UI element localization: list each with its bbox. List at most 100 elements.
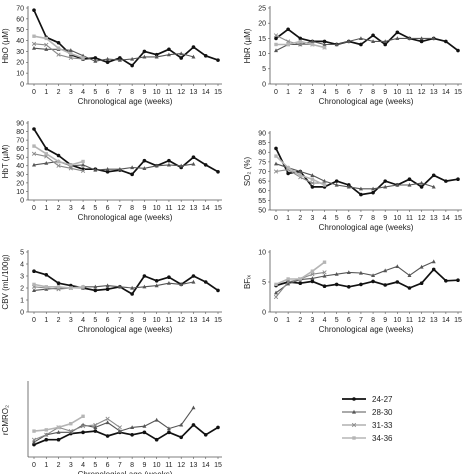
data-point-34-36	[32, 429, 36, 433]
series-31-33	[31, 41, 86, 62]
data-point-24-27	[167, 430, 171, 435]
x-tick-label: 9	[142, 462, 146, 469]
data-point-28-30	[142, 284, 147, 289]
x-tick-label: 8	[371, 89, 375, 96]
y-tick-label: 70	[258, 169, 266, 176]
series-line-24-27	[275, 268, 459, 289]
data-point-28-30	[286, 281, 291, 286]
data-point-28-30	[130, 425, 135, 429]
series-34-36	[274, 154, 327, 187]
data-point-24-27	[371, 279, 375, 284]
series-34-36	[32, 34, 85, 60]
x-tick-label: 1	[286, 89, 290, 96]
x-tick-label: 9	[142, 317, 146, 324]
y-tick-label: 25	[258, 5, 266, 12]
y-tick-label: 5	[262, 66, 266, 73]
x-tick-label: 6	[347, 215, 351, 222]
legend-marker-24-27	[352, 397, 356, 401]
y-tick-label: 0	[20, 309, 24, 316]
data-point-28-30	[32, 45, 36, 50]
data-point-28-30	[346, 184, 351, 189]
x-tick-label: 14	[202, 205, 210, 212]
data-point-24-27	[383, 179, 388, 183]
x-tick-label: 0	[32, 205, 36, 212]
x-tick-label: 15	[454, 317, 462, 324]
x-tick-label: 9	[383, 89, 387, 96]
x-tick-label: 15	[214, 205, 222, 212]
legend-label: 31-33	[372, 421, 393, 430]
series-24-27	[32, 423, 220, 447]
data-point-28-30	[142, 423, 147, 428]
data-point-28-30	[179, 163, 184, 168]
data-point-34-36	[44, 285, 48, 289]
x-tick-label: 12	[177, 317, 185, 324]
y-tick-label: 3	[20, 273, 24, 280]
legend: 24-27 28-30 31-33 34-36	[342, 395, 393, 443]
x-tick-label: 0	[274, 215, 278, 222]
x-tick-label: 14	[442, 317, 450, 324]
x-tick-label: 4	[323, 89, 327, 96]
data-point-28-30	[358, 270, 363, 275]
data-point-28-30	[32, 288, 36, 292]
data-point-24-27	[444, 39, 448, 44]
x-tick-label: 9	[383, 317, 387, 324]
data-point-24-27	[203, 280, 208, 284]
data-point-24-27	[179, 435, 183, 440]
y-axis-title: SO₂ (%)	[243, 157, 252, 187]
data-point-34-36	[32, 34, 36, 38]
data-point-24-27	[105, 287, 110, 292]
x-tick-label: 12	[418, 215, 426, 222]
data-point-28-30	[371, 273, 376, 277]
x-tick-label: 8	[130, 205, 134, 212]
x-tick-label: 6	[347, 317, 351, 324]
data-point-34-36	[69, 163, 73, 167]
series-line-28-30	[275, 163, 434, 190]
data-point-28-30	[191, 161, 196, 166]
data-point-24-27	[383, 283, 388, 287]
x-axis-title: Chronological age (weeks)	[78, 470, 173, 474]
x-axis-title: Chronological age (weeks)	[319, 97, 414, 106]
data-point-28-30	[154, 283, 159, 288]
y-tick-label: 0	[20, 197, 24, 204]
y-tick-label: 10	[16, 71, 24, 78]
x-tick-label: 5	[93, 462, 97, 469]
data-point-24-27	[203, 163, 208, 167]
data-point-28-30	[322, 273, 327, 278]
data-point-24-27	[371, 190, 375, 195]
data-point-28-30	[334, 182, 339, 187]
data-point-28-30	[395, 182, 400, 187]
x-tick-label: 1	[44, 205, 48, 212]
data-point-28-30	[371, 39, 376, 44]
x-tick-label: 10	[153, 89, 161, 96]
data-point-28-30	[142, 166, 147, 170]
data-point-31-33	[31, 151, 37, 156]
series-line-28-30	[33, 281, 194, 291]
data-point-28-30	[166, 52, 171, 57]
series-34-36	[32, 144, 85, 167]
data-point-28-30	[346, 270, 351, 274]
data-point-24-27	[334, 282, 339, 287]
data-point-28-30	[310, 173, 315, 177]
data-point-24-27	[298, 36, 303, 41]
data-point-34-36	[32, 282, 36, 287]
data-point-34-36	[322, 260, 327, 264]
y-tick-label: 65	[258, 179, 266, 186]
data-point-28-30	[371, 186, 376, 191]
data-point-24-27	[310, 279, 315, 284]
data-point-24-27	[142, 430, 147, 435]
y-tick-label: 0	[262, 309, 266, 316]
data-point-34-36	[274, 42, 278, 47]
data-point-28-30	[298, 169, 303, 174]
x-tick-label: 10	[153, 462, 161, 469]
x-tick-label: 3	[69, 317, 73, 324]
data-point-24-27	[44, 273, 49, 277]
data-point-24-27	[203, 433, 208, 437]
x-tick-label: 12	[177, 205, 185, 212]
data-point-34-36	[81, 414, 85, 418]
data-point-31-33	[80, 424, 86, 429]
data-point-31-33	[68, 428, 73, 434]
y-tick-label: 60	[16, 146, 24, 153]
x-tick-label: 12	[177, 89, 185, 96]
